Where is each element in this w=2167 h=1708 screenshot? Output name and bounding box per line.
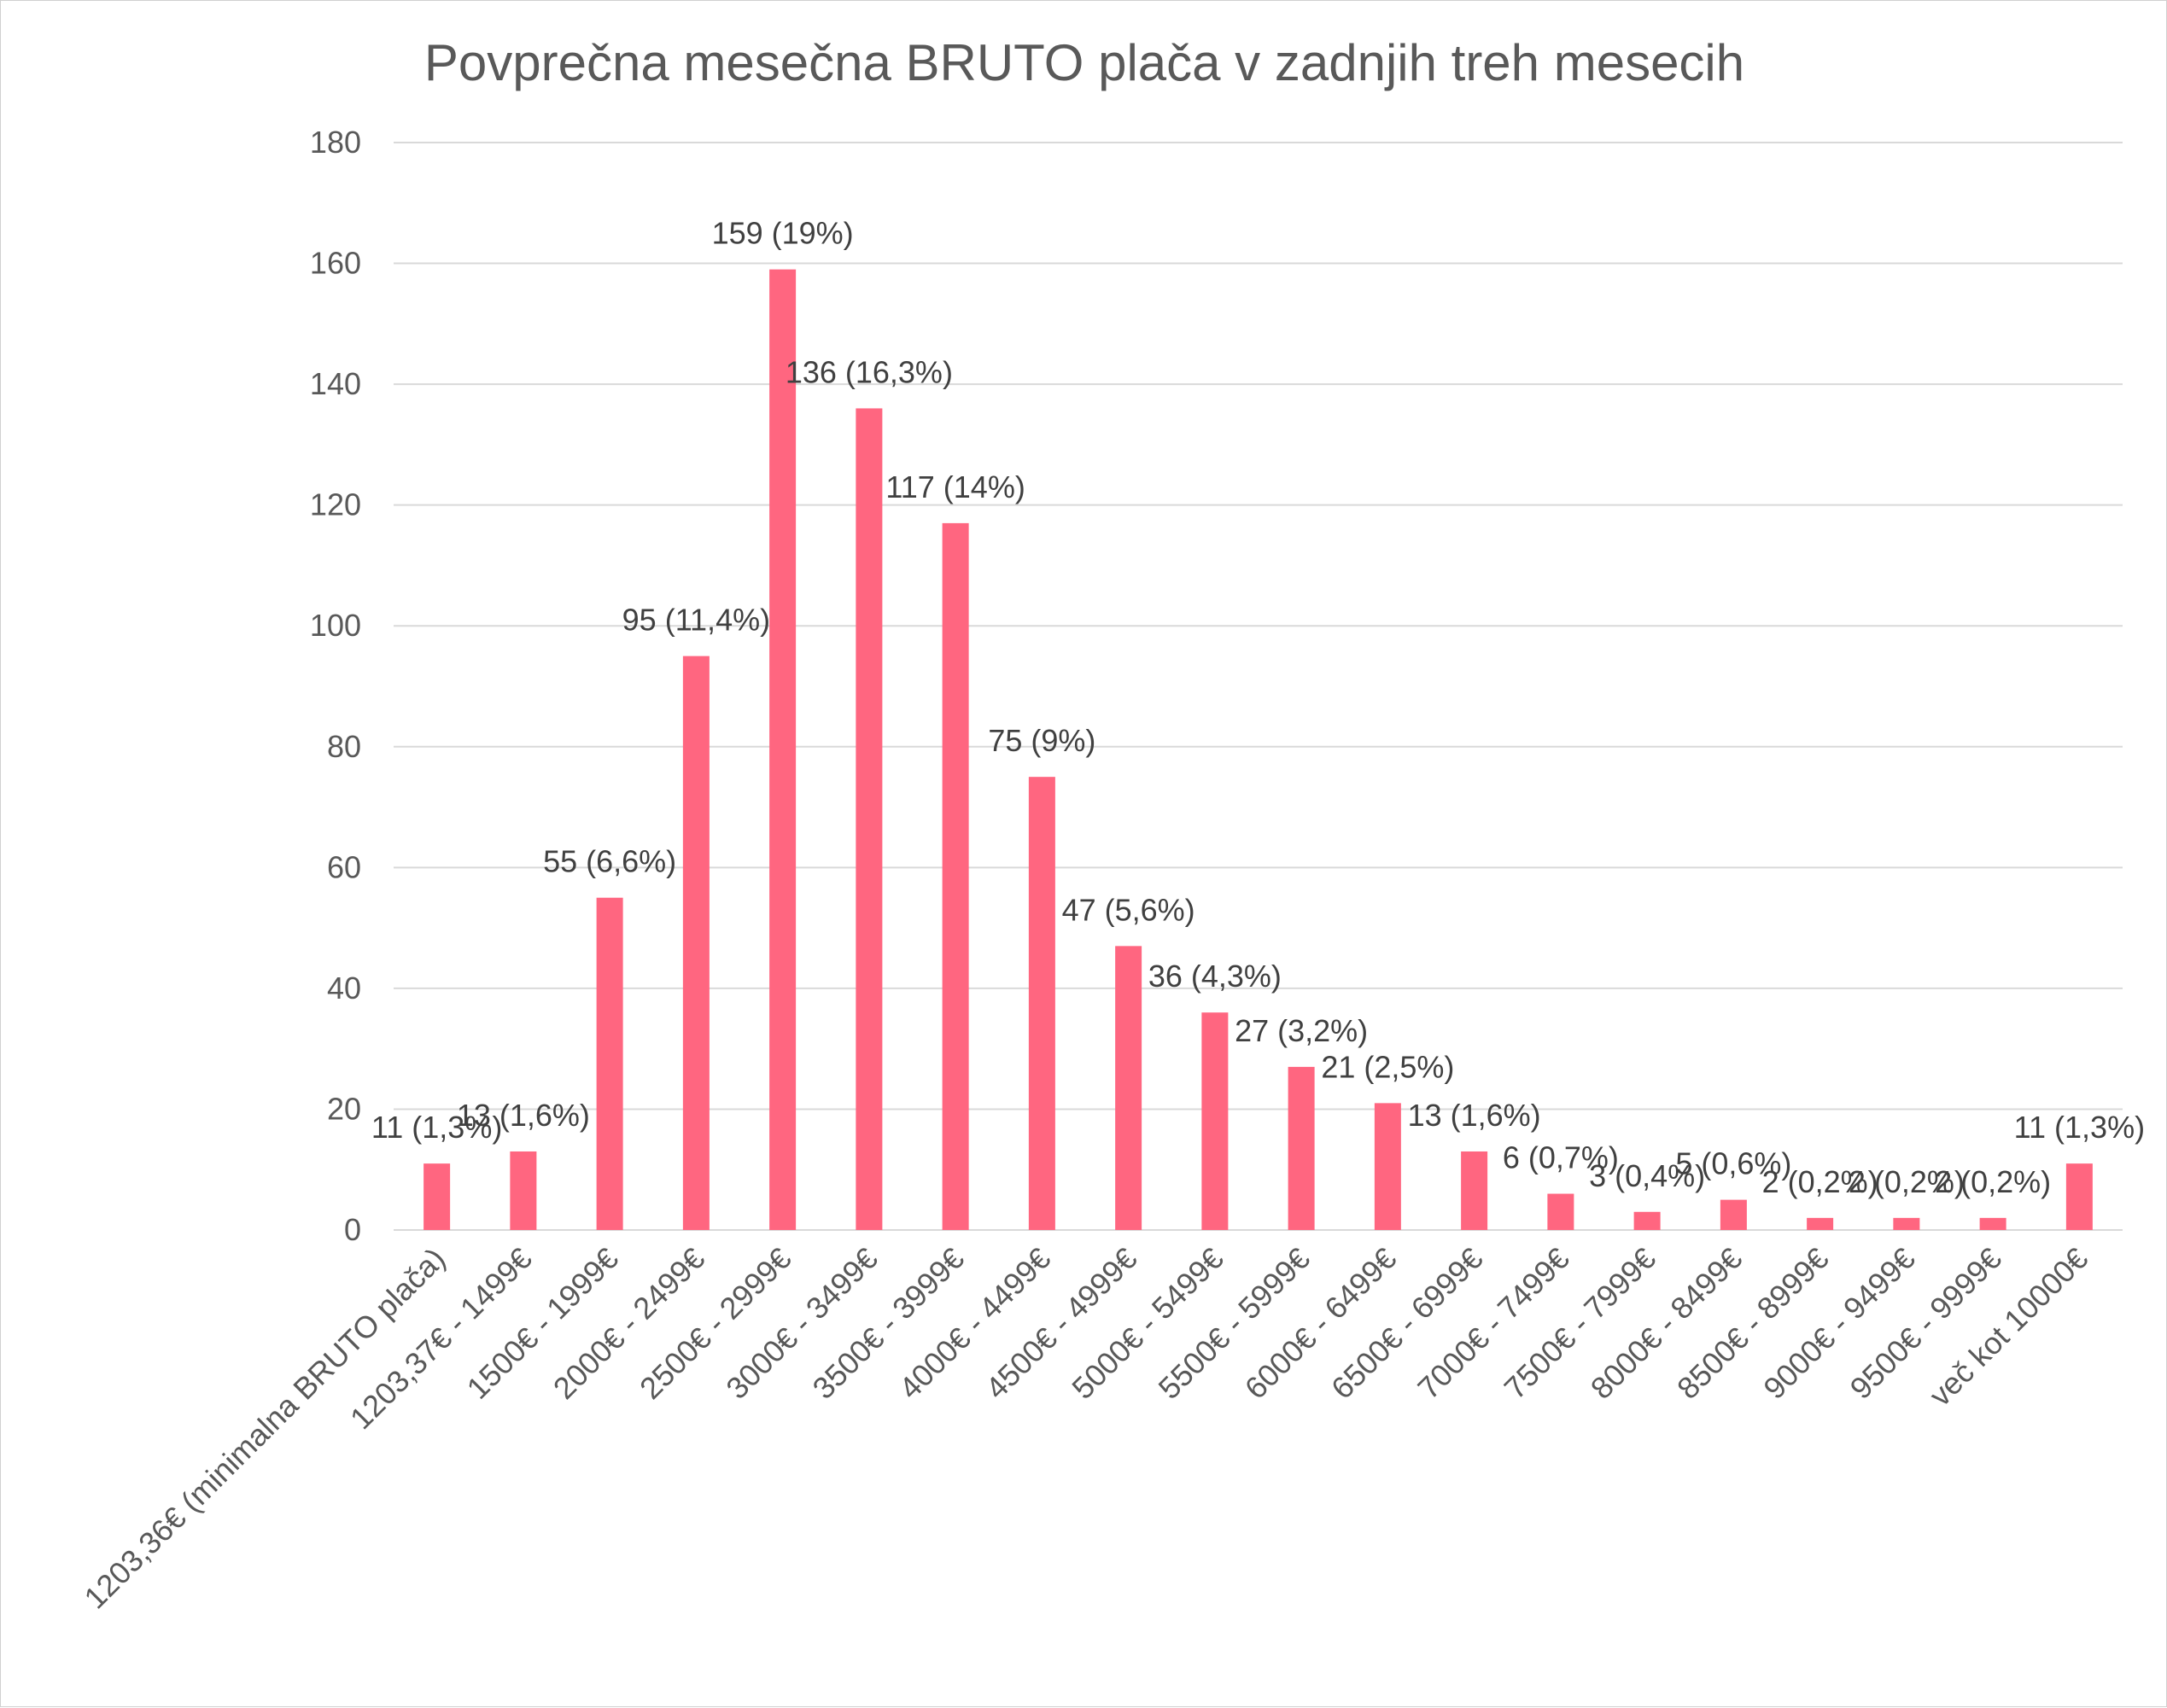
y-tick-label: 100 xyxy=(310,608,361,643)
category-label: 8500€ - 8999€ xyxy=(1670,1241,1835,1406)
bar xyxy=(1374,1103,1401,1230)
category-label: 2500€ - 2999€ xyxy=(633,1241,797,1406)
data-label: 95 (11,4%) xyxy=(622,603,770,638)
data-label: 55 (6,6%) xyxy=(543,844,676,879)
category-label: 9000€ - 9499€ xyxy=(1756,1241,1921,1406)
category-label: 2000€ - 2499€ xyxy=(546,1241,711,1406)
y-tick-label: 20 xyxy=(327,1091,361,1126)
bar xyxy=(1633,1211,1661,1230)
category-label: 3000€ - 3499€ xyxy=(719,1241,884,1406)
gridlines xyxy=(394,142,2123,1231)
bar xyxy=(2065,1163,2093,1230)
bar xyxy=(596,897,623,1230)
data-label: 5 (0,6%) xyxy=(1675,1146,1791,1181)
category-label: 4000€ - 4499€ xyxy=(892,1241,1057,1406)
category-label: 7000€ - 7499€ xyxy=(1411,1241,1575,1406)
category-label: 5500€ - 5999€ xyxy=(1152,1241,1317,1406)
data-label: 13 (1,6%) xyxy=(1408,1098,1541,1133)
y-tick-label: 140 xyxy=(310,366,361,401)
bar xyxy=(1028,777,1055,1230)
category-label: 6000€ - 6499€ xyxy=(1238,1241,1403,1406)
data-label: 2 (0,2%) xyxy=(1849,1164,1965,1199)
category-label: 8000€ - 8499€ xyxy=(1584,1241,1749,1406)
y-axis-ticks: 0 20 40 60 80 100 120 140 160 180 xyxy=(310,125,361,1247)
data-label: 75 (9%) xyxy=(988,723,1095,758)
category-label: 1500€ - 1999€ xyxy=(460,1241,625,1406)
bar xyxy=(856,408,883,1230)
bar xyxy=(1893,1217,1920,1230)
category-label: 3500€ - 3999€ xyxy=(806,1241,971,1406)
category-label: več kot 10000€ xyxy=(1922,1241,2094,1414)
category-label: 9500€ - 9999€ xyxy=(1843,1241,2008,1406)
bars xyxy=(423,269,2093,1231)
x-axis-categories: 1203,36€ (minimalna BRUTO plača)1203,37€… xyxy=(77,1241,2094,1616)
bar xyxy=(942,522,969,1230)
data-label: 47 (5,6%) xyxy=(1062,892,1195,927)
bar xyxy=(423,1163,451,1230)
data-label: 117 (14%) xyxy=(885,469,1025,504)
bar xyxy=(1461,1151,1488,1230)
data-labels: 11 (1,3%)13 (1,6%)55 (6,6%)95 (11,4%)159… xyxy=(371,216,2145,1199)
data-label: 136 (16,3%) xyxy=(786,354,953,389)
bar xyxy=(1979,1217,2006,1230)
data-label: 6 (0,7%) xyxy=(1503,1140,1619,1175)
category-label: 4500€ - 4999€ xyxy=(978,1241,1143,1406)
bar xyxy=(510,1151,537,1230)
data-label: 27 (3,2%) xyxy=(1235,1013,1368,1048)
y-tick-label: 60 xyxy=(327,849,361,884)
category-label: 7500€ - 7999€ xyxy=(1498,1241,1662,1406)
category-label: 5000€ - 5499€ xyxy=(1065,1241,1230,1406)
data-label: 13 (1,6%) xyxy=(457,1098,590,1133)
y-tick-label: 80 xyxy=(327,729,361,764)
data-label: 11 (1,3%) xyxy=(2014,1110,2145,1145)
data-label: 2 (0,2%) xyxy=(1762,1164,1878,1199)
bar xyxy=(1720,1199,1747,1230)
bar xyxy=(682,656,710,1230)
bar xyxy=(1201,1012,1229,1230)
data-label: 3 (0,4%) xyxy=(1589,1158,1705,1193)
bar xyxy=(769,269,797,1231)
data-label: 2 (0,2%) xyxy=(1935,1164,2051,1199)
data-label: 36 (4,3%) xyxy=(1148,959,1282,994)
y-tick-label: 160 xyxy=(310,246,361,281)
y-tick-label: 40 xyxy=(327,971,361,1006)
bar xyxy=(1547,1193,1574,1230)
bar xyxy=(1288,1066,1315,1230)
y-tick-label: 120 xyxy=(310,487,361,522)
category-label: 1203,36€ (minimalna BRUTO plača) xyxy=(77,1241,452,1616)
category-label: 6500€ - 6999€ xyxy=(1324,1241,1489,1406)
bar xyxy=(1115,946,1142,1230)
y-tick-label: 180 xyxy=(310,125,361,160)
y-tick-label: 0 xyxy=(344,1212,361,1247)
data-label: 11 (1,3%) xyxy=(371,1110,502,1145)
bar xyxy=(1807,1217,1834,1230)
chart-title: Povprečna mesečna BRUTO plača v zadnjih … xyxy=(423,34,1745,91)
data-label: 159 (19%) xyxy=(712,216,854,251)
data-label: 21 (2,5%) xyxy=(1321,1049,1454,1084)
